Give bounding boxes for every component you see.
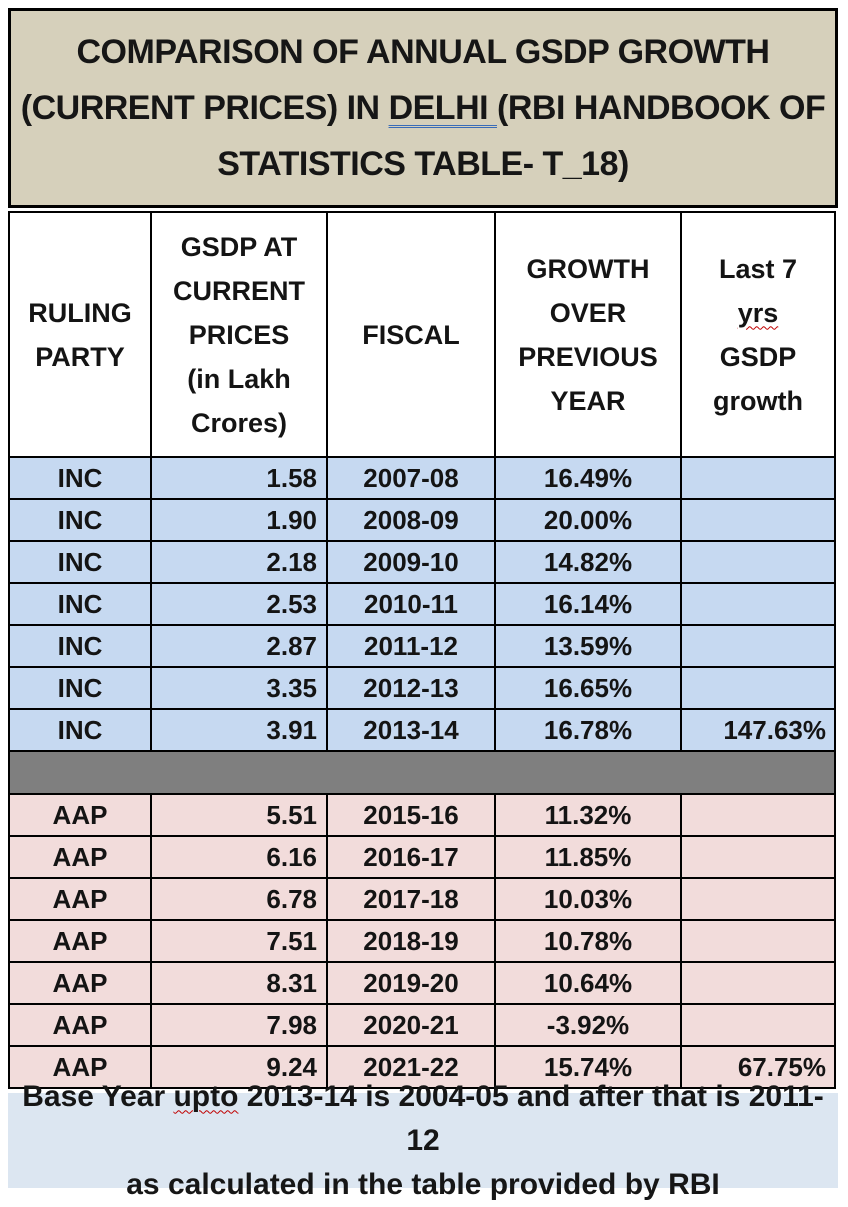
- cell-last7: [682, 1005, 834, 1045]
- cell-gsdp: 5.51: [152, 795, 326, 835]
- cell-growth: 16.49%: [496, 458, 680, 498]
- spellcheck-squiggle-yrs: yrs: [737, 297, 779, 328]
- cell-gsdp: 3.91: [152, 710, 326, 750]
- cell-fiscal: 2013-14: [328, 710, 494, 750]
- cell-growth: 16.65%: [496, 668, 680, 708]
- note-line-2: as calculated in the table provided by R…: [126, 1167, 720, 1201]
- base-year-note: Base Year upto 2013-14 is 2004-05 and af…: [8, 1080, 838, 1201]
- col-header-fiscal: FISCAL: [328, 213, 494, 456]
- cell-gsdp: 1.58: [152, 458, 326, 498]
- cell-gsdp: 3.35: [152, 668, 326, 708]
- note-line-1: Base Year upto 2013-14 is 2004-05 and af…: [22, 1079, 824, 1157]
- cell-party: AAP: [10, 879, 150, 919]
- cell-party: INC: [10, 458, 150, 498]
- title-line-2: (CURRENT PRICES) IN DELHI (RBI HANDBOOK …: [20, 89, 826, 127]
- cell-fiscal: 2011-12: [328, 626, 494, 666]
- separator-row: [10, 752, 834, 793]
- title-box: COMPARISON OF ANNUAL GSDP GROWTH (CURREN…: [8, 8, 838, 208]
- cell-last7: [682, 500, 834, 540]
- spellcheck-squiggle-upto: upto: [173, 1079, 239, 1113]
- cell-party: INC: [10, 668, 150, 708]
- cell-last7: [682, 879, 834, 919]
- cell-gsdp: 2.18: [152, 542, 326, 582]
- cell-gsdp: 8.31: [152, 963, 326, 1003]
- cell-gsdp: 2.53: [152, 584, 326, 624]
- cell-gsdp: 1.90: [152, 500, 326, 540]
- cell-gsdp: 6.78: [152, 879, 326, 919]
- title-line-3: STATISTICS TABLE- T_18): [217, 145, 629, 183]
- cell-fiscal: 2008-09: [328, 500, 494, 540]
- cell-last7: [682, 542, 834, 582]
- cell-gsdp: 7.98: [152, 1005, 326, 1045]
- cell-fiscal: 2017-18: [328, 879, 494, 919]
- cell-growth: 16.14%: [496, 584, 680, 624]
- cell-fiscal: 2009-10: [328, 542, 494, 582]
- cell-last7: [682, 795, 834, 835]
- cell-last7: [682, 626, 834, 666]
- cell-gsdp: 7.51: [152, 921, 326, 961]
- cell-fiscal: 2020-21: [328, 1005, 494, 1045]
- cell-party: INC: [10, 710, 150, 750]
- col-header-ruling-party: RULING PARTY: [10, 213, 150, 456]
- cell-party: AAP: [10, 1005, 150, 1045]
- cell-growth: 10.78%: [496, 921, 680, 961]
- cell-party: AAP: [10, 837, 150, 877]
- cell-last7: 147.63%: [682, 710, 834, 750]
- cell-growth: 20.00%: [496, 500, 680, 540]
- cell-party: AAP: [10, 1047, 150, 1087]
- cell-gsdp: 2.87: [152, 626, 326, 666]
- cell-party: INC: [10, 584, 150, 624]
- cell-last7: [682, 837, 834, 877]
- cell-gsdp: 6.16: [152, 837, 326, 877]
- cell-fiscal: 2007-08: [328, 458, 494, 498]
- cell-growth: 10.03%: [496, 879, 680, 919]
- delhi-underlined-text: DELHI: [388, 89, 498, 127]
- cell-growth: 11.32%: [496, 795, 680, 835]
- cell-growth: 11.85%: [496, 837, 680, 877]
- cell-last7: [682, 668, 834, 708]
- cell-party: AAP: [10, 795, 150, 835]
- gsdp-comparison-table: RULING PARTY GSDP AT CURRENT PRICES (in …: [8, 211, 836, 1089]
- cell-fiscal: 2021-22: [328, 1047, 494, 1087]
- cell-party: INC: [10, 626, 150, 666]
- cell-fiscal: 2019-20: [328, 963, 494, 1003]
- cell-party: AAP: [10, 921, 150, 961]
- cell-fiscal: 2010-11: [328, 584, 494, 624]
- col-header-last-7-yrs-gsdp-growth: Last 7 yrs GSDP growth: [682, 213, 834, 456]
- cell-fiscal: 2018-19: [328, 921, 494, 961]
- cell-growth: 14.82%: [496, 542, 680, 582]
- cell-party: INC: [10, 542, 150, 582]
- cell-fiscal: 2015-16: [328, 795, 494, 835]
- cell-last7: 67.75%: [682, 1047, 834, 1087]
- cell-party: AAP: [10, 963, 150, 1003]
- cell-fiscal: 2016-17: [328, 837, 494, 877]
- cell-last7: [682, 963, 834, 1003]
- cell-growth: 10.64%: [496, 963, 680, 1003]
- col-header-gsdp-current-prices: GSDP AT CURRENT PRICES (in Lakh Crores): [152, 213, 326, 456]
- cell-last7: [682, 458, 834, 498]
- cell-last7: [682, 584, 834, 624]
- title-line-1: COMPARISON OF ANNUAL GSDP GROWTH: [76, 33, 770, 71]
- cell-growth: 16.78%: [496, 710, 680, 750]
- cell-growth: 13.59%: [496, 626, 680, 666]
- cell-party: INC: [10, 500, 150, 540]
- cell-last7: [682, 921, 834, 961]
- col-header-growth-over-previous-year: GROWTH OVER PREVIOUS YEAR: [496, 213, 680, 456]
- cell-gsdp: 9.24: [152, 1047, 326, 1087]
- cell-fiscal: 2012-13: [328, 668, 494, 708]
- cell-growth: 15.74%: [496, 1047, 680, 1087]
- cell-growth: -3.92%: [496, 1005, 680, 1045]
